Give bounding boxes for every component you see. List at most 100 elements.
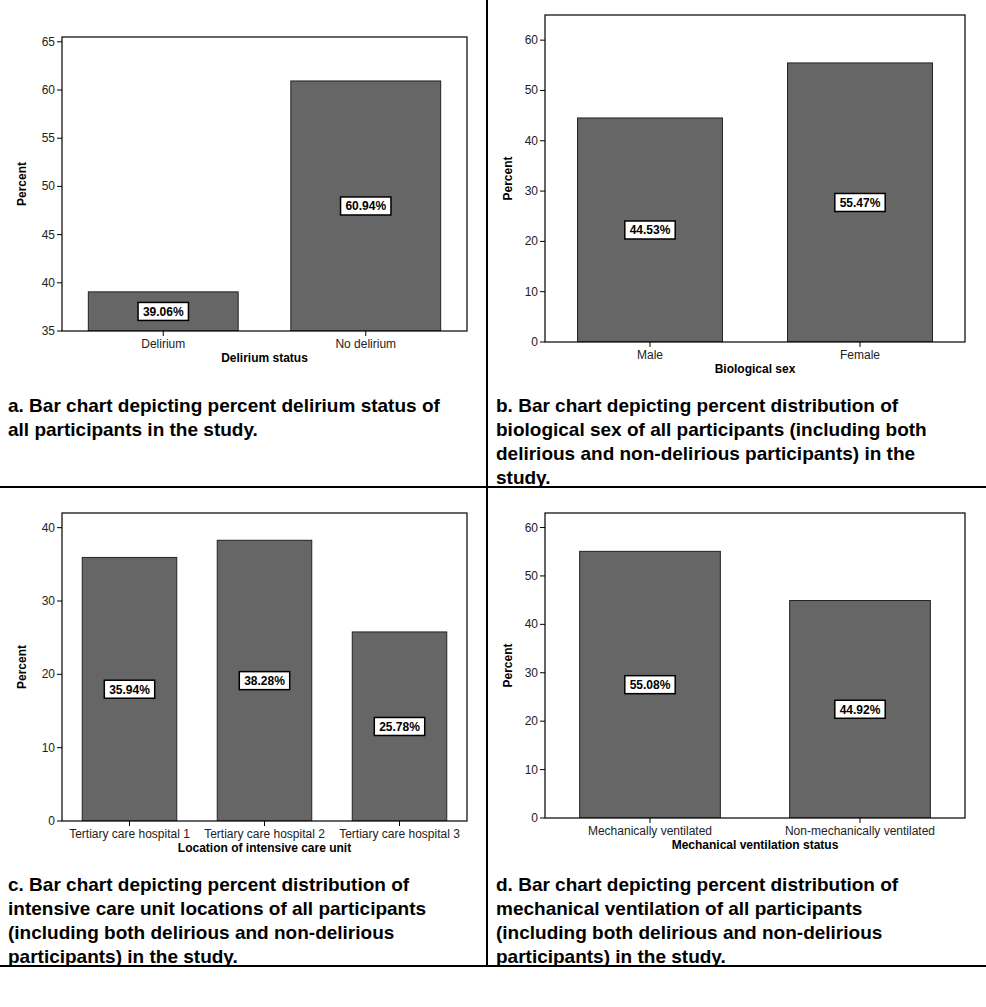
- y-tick-label: 40: [42, 521, 56, 535]
- y-tick-label: 20: [525, 234, 539, 248]
- caption: all participants in the study.: [8, 419, 258, 440]
- x-tick: [163, 331, 164, 336]
- data-label: 39.06%: [143, 305, 184, 319]
- y-tick: [57, 527, 62, 528]
- y-tick: [57, 234, 62, 235]
- y-tick-label: 65: [42, 35, 56, 49]
- x-tick: [650, 342, 651, 347]
- x-tick-label: Tertiary care hospital 2: [204, 827, 325, 841]
- bar: [217, 540, 312, 821]
- y-tick-label: 10: [525, 285, 539, 299]
- caption: participants) in the study.: [496, 946, 726, 967]
- x-tick-label: No delirium: [335, 337, 396, 351]
- y-tick-label: 35: [42, 324, 56, 338]
- y-tick-label: 30: [42, 594, 56, 608]
- y-tick: [540, 241, 545, 242]
- x-tick: [129, 821, 130, 826]
- bar: [578, 118, 723, 342]
- caption: c. Bar chart depicting percent distribut…: [8, 874, 410, 895]
- y-tick: [540, 672, 545, 673]
- y-tick: [540, 624, 545, 625]
- x-tick-label: Delirium: [141, 337, 185, 351]
- y-tick: [57, 90, 62, 91]
- y-tick: [540, 90, 545, 91]
- data-label-box: [835, 700, 885, 718]
- y-axis-label: Percent: [15, 645, 29, 689]
- y-tick: [57, 821, 62, 822]
- y-tick-label: 0: [48, 814, 55, 828]
- caption: biological sex of all participants (incl…: [496, 419, 927, 440]
- y-tick-label: 10: [42, 741, 56, 755]
- data-label-box: [835, 193, 885, 211]
- y-tick-label: 30: [525, 184, 539, 198]
- plot-frame: [545, 513, 965, 818]
- y-tick: [540, 291, 545, 292]
- y-tick-label: 30: [525, 666, 539, 680]
- y-tick: [540, 140, 545, 141]
- caption: (including both delirious and non-deliri…: [496, 922, 882, 943]
- y-tick-label: 40: [525, 134, 539, 148]
- bars: [578, 63, 933, 342]
- x-tick-label: Tertiary care hospital 1: [69, 827, 190, 841]
- panel: 0 10 20 30 40 Tertiary care hospital 1 Tertiar…: [8, 513, 467, 967]
- x-tick-label: Mechanically ventilated: [588, 824, 712, 838]
- bars: [82, 540, 447, 821]
- x-tick-label: Female: [840, 348, 880, 362]
- caption: d. Bar chart depicting percent distribut…: [496, 874, 899, 895]
- data-label-box: [138, 302, 188, 320]
- y-tick-label: 45: [42, 228, 56, 242]
- y-tick: [57, 747, 62, 748]
- y-tick-label: 20: [42, 667, 56, 681]
- x-tick-label: Tertiary care hospital 3: [339, 827, 460, 841]
- y-axis-label: Percent: [15, 162, 29, 206]
- data-label: 35.94%: [109, 683, 150, 697]
- data-label-box: [239, 672, 289, 690]
- x-tick: [650, 818, 651, 823]
- x-tick: [860, 818, 861, 823]
- data-label-box: [104, 680, 154, 698]
- x-tick-label: Male: [637, 348, 663, 362]
- x-tick: [365, 331, 366, 336]
- caption: delirious and non-delirious participants…: [496, 443, 915, 464]
- data-label: 38.28%: [244, 674, 285, 688]
- plot-frame: [62, 37, 467, 331]
- bars: [88, 81, 440, 331]
- x-tick: [264, 821, 265, 826]
- caption: participants) in the study.: [8, 946, 238, 967]
- y-tick-label: 10: [525, 763, 539, 777]
- y-tick-label: 55: [42, 131, 56, 145]
- data-label: 60.94%: [345, 199, 386, 213]
- bars: [580, 551, 931, 818]
- bar: [88, 292, 238, 331]
- y-tick: [540, 40, 545, 41]
- data-label: 25.78%: [379, 720, 420, 734]
- caption: (including both delirious and non-deliri…: [8, 922, 394, 943]
- data-label-box: [625, 221, 675, 239]
- panel: 0102030405060MaleFemaleBiological sexPer…: [496, 15, 965, 488]
- bar: [790, 601, 931, 818]
- y-tick: [540, 191, 545, 192]
- data-label: 44.53%: [630, 223, 671, 237]
- divider: [0, 486, 986, 488]
- x-tick: [399, 821, 400, 826]
- y-tick-label: 0: [531, 335, 538, 349]
- y-tick: [57, 138, 62, 139]
- y-tick: [540, 818, 545, 819]
- y-axis-label: Percent: [501, 643, 515, 687]
- panel: 0102030405060Mechanically ventilatedNon-…: [496, 513, 965, 967]
- bar: [82, 557, 177, 821]
- y-tick-label: 50: [42, 179, 56, 193]
- data-label: 55.08%: [630, 678, 671, 692]
- y-tick: [57, 186, 62, 187]
- x-axis-label: Location of intensive care unit: [178, 841, 351, 855]
- y-tick: [540, 342, 545, 343]
- y-tick: [57, 601, 62, 602]
- y-tick-label: 50: [525, 83, 539, 97]
- x-tick: [860, 342, 861, 347]
- caption: intensive care unit locations of all par…: [8, 898, 426, 919]
- caption: mechanical ventilation of all participan…: [496, 898, 862, 919]
- y-tick-label: 20: [525, 714, 539, 728]
- caption: study.: [496, 467, 551, 488]
- data-label: 44.92%: [840, 703, 881, 717]
- y-tick-label: 60: [525, 33, 539, 47]
